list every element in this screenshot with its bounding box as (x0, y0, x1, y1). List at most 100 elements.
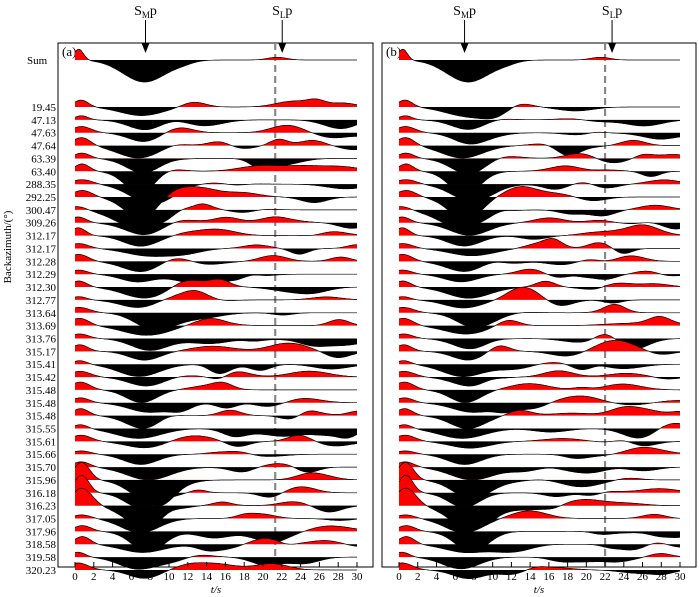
trace-15-negative-fill (399, 299, 680, 308)
trace-29-line (74, 462, 357, 507)
trace-21-positive-fill (399, 370, 680, 378)
trace-21-line (398, 370, 681, 387)
backazimuth-label: 309.26 (26, 218, 57, 230)
trace-22-negative-fill (399, 389, 680, 403)
backazimuth-label: 63.40 (31, 166, 56, 178)
trace-17-positive-fill (399, 316, 680, 326)
x-tick-label: 24 (618, 571, 630, 583)
trace-29-line (398, 462, 680, 500)
trace-0-positive-fill (75, 98, 357, 107)
trace-31-line (74, 487, 358, 529)
slp-phase-main: S (602, 4, 610, 19)
trace-2-line (398, 126, 681, 145)
trace-14-line (398, 280, 681, 299)
backazimuth-label: 315.48 (26, 398, 57, 410)
trace-36 (74, 562, 357, 579)
trace-19 (74, 342, 358, 361)
trace-33-positive-fill (75, 525, 357, 532)
trace-16-negative-fill (399, 312, 680, 328)
trace-17 (74, 317, 358, 336)
trace-1-positive-fill (75, 115, 357, 120)
trace-32-line (398, 510, 681, 534)
backazimuth-label: 315.66 (26, 449, 57, 461)
trace-25-positive-fill (399, 423, 680, 429)
trace-14-positive-fill (75, 279, 357, 288)
trace-33-line (74, 525, 358, 553)
backazimuth-label: 312.29 (26, 269, 57, 281)
trace-29-positive-fill (75, 462, 357, 480)
trace-24-negative-fill (75, 415, 357, 429)
trace-30-line (398, 474, 681, 508)
x-tick-label: 22 (600, 571, 611, 583)
backazimuth-label: 315.48 (26, 385, 57, 397)
trace-6-positive-fill (399, 179, 680, 185)
trace-17 (398, 316, 681, 335)
trace-34-negative-fill (399, 544, 680, 553)
trace-2-positive-fill (399, 126, 680, 133)
trace-10-positive-fill (399, 224, 680, 236)
smp-phase-main: S (134, 4, 142, 19)
backazimuth-label: 47.13 (31, 115, 56, 127)
backazimuth-label: 300.47 (26, 205, 57, 217)
trace-32-negative-fill (75, 518, 357, 533)
x-axis-label-a: t/s (211, 584, 221, 596)
backazimuth-label: 315.48 (26, 411, 57, 423)
trace-32 (74, 512, 358, 534)
trace-25-positive-fill (75, 424, 357, 429)
trace-9-line (398, 216, 681, 236)
trace-32 (398, 510, 681, 534)
trace-2 (74, 124, 358, 142)
trace-11-negative-fill (399, 248, 680, 256)
trace-6-positive-fill (75, 179, 357, 185)
trace-14-negative-fill (75, 287, 357, 298)
trace-9 (74, 216, 358, 235)
trace-13-line (398, 268, 680, 283)
trace-13-negative-fill (75, 274, 357, 284)
trace-3 (74, 137, 358, 159)
backazimuth-label: 315.42 (26, 372, 56, 384)
trace-20-line (398, 360, 681, 377)
trace-16-positive-fill (75, 307, 357, 313)
trace-26 (398, 434, 681, 449)
trace-12-line (398, 254, 680, 272)
trace-0-line (398, 99, 680, 120)
trace-25 (398, 423, 681, 439)
trace-18 (74, 333, 358, 351)
trace-22-line (398, 381, 680, 403)
backazimuth-label: 318.58 (26, 539, 57, 551)
trace-34 (398, 536, 681, 554)
x-tick-label: 14 (201, 571, 213, 583)
trace-11-negative-fill (75, 248, 357, 257)
trace-34-negative-fill (75, 544, 357, 553)
trace-24-negative-fill (399, 415, 680, 429)
backazimuth-label: 317.05 (26, 514, 57, 526)
trace-24-line (74, 408, 358, 429)
panel-letter: (a) (62, 44, 76, 59)
trace-27-line (74, 450, 357, 465)
trace-35-line (74, 551, 357, 570)
x-tick-label: 24 (295, 571, 307, 583)
trace-12-positive-fill (399, 254, 680, 262)
trace-27-positive-fill (399, 447, 680, 455)
sum-label: Sum (27, 55, 48, 67)
x-tick-label: 16 (220, 571, 232, 583)
trace-16 (398, 303, 680, 328)
trace-10-negative-fill (75, 235, 357, 247)
trace-1-negative-fill (399, 119, 680, 130)
trace-33-line (398, 525, 681, 553)
trace-24-line (398, 406, 681, 429)
trace-35 (398, 551, 681, 570)
trace-27-line (398, 446, 681, 465)
trace-23-negative-fill (399, 402, 680, 413)
slp-phase-label: SLp (272, 4, 292, 20)
trace-1 (398, 115, 681, 130)
sum-trace-negative-fill (399, 60, 680, 82)
smp-phase-suffix: p (469, 4, 476, 19)
trace-19-positive-fill (75, 343, 357, 352)
trace-7-line (398, 186, 680, 220)
trace-34-positive-fill (75, 536, 357, 545)
trace-18-positive-fill (399, 334, 680, 339)
trace-9 (398, 216, 681, 236)
